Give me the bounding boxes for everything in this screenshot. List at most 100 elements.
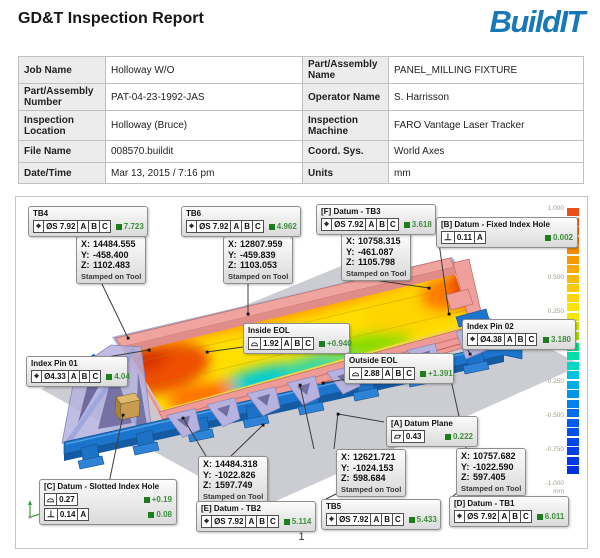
- buildit-logo: BuildIT: [489, 4, 585, 39]
- pass-square-icon: [408, 516, 415, 523]
- status-badge: 0.08: [142, 510, 172, 519]
- pass-square-icon: [544, 234, 551, 241]
- coord-box: X: 10757.682 Y: -1022.590 Z: 597.405 Stampe…: [456, 448, 527, 496]
- pass-square-icon: [536, 513, 543, 520]
- color-scale-swatch: [567, 437, 579, 446]
- status-badge: 4.962: [263, 222, 297, 231]
- scale-label: -0.250: [545, 378, 564, 385]
- scale-label: 1.000: [547, 205, 564, 212]
- row-value: Mar 13, 2015 / 7:16 pm: [105, 162, 303, 184]
- status-badge: 5.433: [403, 515, 437, 524]
- pass-square-icon: [444, 433, 451, 440]
- table-row: Date/Time Mar 13, 2015 / 7:16 pm Units m…: [18, 162, 584, 184]
- color-scale-swatch: [567, 409, 579, 417]
- scale-label: 0.250: [547, 308, 564, 315]
- row-label: File Name: [18, 140, 106, 163]
- callout-datum-slotted-index-hole: [C] Datum - Slotted Index Hole ⌓ 0.27 +0.1…: [39, 479, 177, 525]
- status-badge: +0.940: [313, 339, 352, 348]
- color-scale-swatch: [567, 447, 579, 455]
- color-scale-swatch: [567, 293, 579, 302]
- status-badge: 3.618: [398, 220, 432, 229]
- row-value: Holloway W/O: [105, 56, 303, 84]
- row-value: mm: [388, 162, 584, 184]
- callout-tb5: TB5 ⌖ ØS 7.92 A B C 5.433: [321, 499, 441, 530]
- callout-datum-tb1: [D] Datum - TB1 ⌖ ØS 7.92 A B C 6.011: [449, 496, 569, 527]
- color-scale-swatch: [567, 284, 579, 292]
- row-value: S. Harrisson: [388, 83, 584, 111]
- row-value: 008570.buildit: [105, 140, 303, 163]
- row-value: FARO Vantage Laser Tracker: [388, 110, 584, 141]
- color-scale-swatch: [567, 312, 579, 321]
- color-scale-swatch: [567, 303, 579, 311]
- status-badge: 3.180: [537, 335, 571, 344]
- status-badge: 0.002: [539, 233, 573, 242]
- scale-label: 0.500: [547, 274, 564, 281]
- row-value: PANEL_MILLING FIXTURE: [388, 56, 584, 84]
- coord-box: X: 10758.315 Y: -461.087 Z: 1105.798 Stampe…: [341, 233, 412, 281]
- color-scale-swatch: [567, 361, 579, 370]
- callout-index-pin-02: Index Pin 02 ⌖ Ø4.38 A B C 3.180: [462, 319, 576, 350]
- gdt-profile-icon: ⌓: [248, 337, 262, 350]
- color-scale-swatch: [567, 208, 579, 216]
- status-badge: +0.19: [138, 495, 172, 504]
- pass-square-icon: [268, 223, 275, 230]
- gdt-perpendicularity-icon: ⊥: [44, 508, 58, 521]
- pass-square-icon: [420, 370, 427, 377]
- row-label: Inspection Location: [18, 110, 106, 141]
- callout-datum-plane: [A] Datum Plane ▱ 0.43 0.222: [386, 416, 478, 447]
- row-label: Part/Assembly Name: [302, 56, 389, 84]
- 3d-viewport[interactable]: TB4 ⌖ ØS 7.92 A B C 7.723 X: 14484.555 Y: -458.…: [15, 196, 588, 549]
- pass-square-icon: [115, 223, 122, 230]
- row-label: Job Name: [18, 56, 106, 84]
- status-badge: 7.723: [110, 222, 144, 231]
- color-scale-swatch: [567, 399, 579, 408]
- scale-label: -0.750: [545, 446, 564, 453]
- coord-box: X: 14484.318 Y: -1022.826 Z: 1597.749 Stamp…: [198, 456, 269, 504]
- status-badge: 5.114: [278, 517, 311, 526]
- row-label: Units: [302, 162, 389, 184]
- callout-tb6: TB6 ⌖ ØS 7.92 A B C 4.962: [181, 206, 301, 237]
- pass-square-icon: [148, 511, 155, 518]
- color-scale-swatch: [567, 246, 579, 254]
- color-scale-swatch: [567, 255, 579, 264]
- color-scale-swatch: [567, 380, 579, 389]
- callout-datum-tb2: [E] Datum - TB2 ⌖ ØS 7.92 A B C 5.114: [196, 501, 316, 532]
- pass-square-icon: [403, 221, 410, 228]
- page-number: 1: [298, 531, 305, 543]
- color-scale-swatch: [567, 371, 579, 379]
- callout-outside-eol: Outside EOL ⌓ 2.88 A B C +1.391: [344, 353, 454, 384]
- color-scale-swatch: [567, 274, 579, 283]
- row-value: World Axes: [388, 140, 584, 163]
- row-label: Date/Time: [18, 162, 106, 184]
- callout-inside-eol: Inside EOL ⌓ 1.92 A B C +0.940: [243, 323, 352, 354]
- page-title: GD&T Inspection Report: [18, 10, 204, 27]
- status-badge: 0.222: [439, 432, 473, 441]
- status-badge: 6.011: [531, 512, 564, 521]
- table-row: Inspection Location Holloway (Bruce) Ins…: [18, 110, 584, 141]
- pass-square-icon: [542, 336, 549, 343]
- status-badge: +1.391: [414, 369, 453, 378]
- color-scale-swatch: [567, 428, 579, 436]
- row-label: Operator Name: [302, 83, 389, 111]
- gdt-perpendicularity-icon: ⊥: [441, 231, 455, 244]
- coord-box: X: 14484.555 Y: -458.400 Z: 1102.483 Stampe…: [76, 236, 147, 284]
- callout-datum-fixed-index-hole: [B] Datum - Fixed Index Hole ⊥ 0.11 A 0.002: [436, 217, 578, 248]
- color-scale-swatch: [567, 456, 579, 465]
- scale-label: -0.500: [545, 412, 564, 419]
- callout-index-pin-01: Index Pin 01 ⌖ Ø4.33 A B C 4.04: [26, 356, 130, 387]
- pass-square-icon: [319, 340, 326, 347]
- row-value: PAT-04-23-1992-JAS: [105, 83, 303, 111]
- scale-label: -1.000: [545, 480, 564, 487]
- leader-anchor-dots: [121, 286, 472, 427]
- color-scale-swatch: [567, 418, 579, 427]
- row-value: Holloway (Bruce): [105, 110, 303, 141]
- color-scale-swatch: [567, 265, 579, 273]
- coord-box: X: 12807.959 Y: -459.839 Z: 1103.053 Stampe…: [223, 236, 294, 284]
- index-pin-01-part: [114, 392, 141, 421]
- pass-square-icon: [143, 496, 150, 503]
- color-scale-swatch: [567, 466, 579, 474]
- table-row: Part/Assembly Number PAT-04-23-1992-JAS …: [18, 83, 584, 111]
- table-row: File Name 008570.buildit Coord. Sys. Wor…: [18, 140, 584, 163]
- color-scale-swatch: [567, 352, 579, 360]
